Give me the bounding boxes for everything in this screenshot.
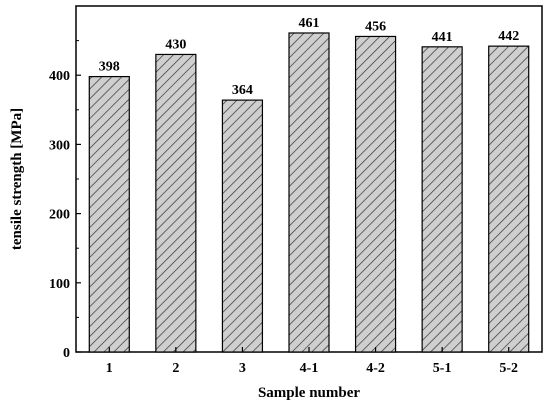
data-label-5-2: 442: [498, 29, 519, 44]
x-tick-label-2: 2: [172, 361, 179, 376]
x-tick-label-4-1: 4-1: [300, 361, 319, 376]
bar-1: [88, 75, 130, 353]
y-axis-title: tensile strength [MPa]: [9, 108, 25, 250]
y-tick-label-0: 0: [63, 346, 70, 361]
y-tick-label-400: 400: [49, 69, 70, 84]
data-label-4-2: 456: [365, 19, 386, 34]
y-tick-label-300: 300: [49, 138, 70, 153]
x-tick-label-5-1: 5-1: [433, 361, 452, 376]
bar-3: [221, 99, 264, 353]
x-axis-ticks: 1 2 3 4-1 4-2 5-1 5-2: [106, 347, 518, 376]
x-tick-label-5-2: 5-2: [499, 361, 518, 376]
data-label-5-1: 441: [432, 30, 453, 45]
x-axis-title: Sample number: [258, 385, 360, 401]
bar-5-2: [488, 45, 530, 353]
bar-5-1: [421, 46, 463, 353]
data-label-2: 430: [165, 37, 186, 52]
bar-4-1: [288, 32, 330, 353]
x-tick-label-4-2: 4-2: [366, 361, 385, 376]
y-axis-ticks: 0 100 200 300 400: [49, 40, 81, 361]
data-label-1: 398: [99, 60, 120, 75]
y-tick-label-100: 100: [49, 277, 70, 292]
y-tick-label-200: 200: [49, 208, 70, 223]
bar-4-2: [354, 35, 397, 353]
bar-2: [155, 53, 197, 353]
bar-labels-group: 398 430 364 461 456 441 442: [99, 16, 519, 98]
x-tick-label-1: 1: [106, 361, 113, 376]
data-label-4-1: 461: [299, 16, 320, 31]
data-label-3: 364: [232, 83, 253, 98]
x-tick-label-3: 3: [239, 361, 246, 376]
bars-group: [88, 32, 530, 353]
